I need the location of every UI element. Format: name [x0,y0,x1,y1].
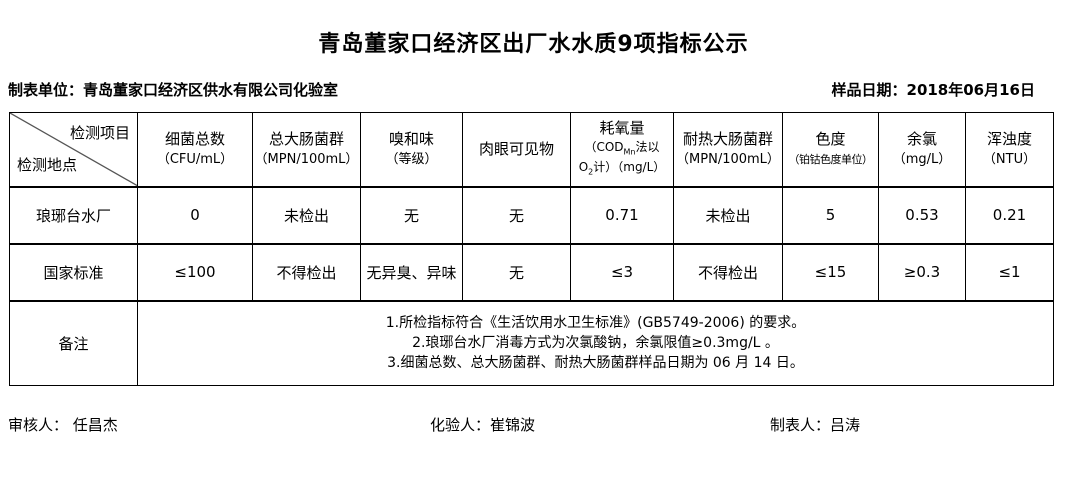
producer-unit-label: 制表单位：青岛董家口经济区供水有限公司化验室 [8,81,339,99]
cell-value: 不得检出 [252,243,361,301]
page-title: 青岛董家口经济区出厂水水质9项指标公示 [318,32,749,57]
cell-value: ≤1 [965,243,1054,301]
remark-content: 1.所检指标符合《生活饮用水卫生标准》(GB5749-2006) 的要求。 2.… [137,300,1054,386]
col-header-visible-matter: 肉眼可见物 [462,112,571,187]
corner-label-items: 检测项目 [69,124,130,142]
corner-label-sites: 检测地点 [17,155,78,174]
table-header-row: 检测项目 检测地点 细菌总数 （CFU/mL） 总大肠菌群 （MPN/100mL… [9,112,1054,187]
tester-label: 化验人：崔锦波 [430,416,536,434]
cell-value: 0 [137,186,253,244]
cell-value: ≤15 [782,243,879,301]
cell-value: 0.21 [965,186,1054,244]
cell-value: 无 [462,243,571,301]
cell-value: 0.53 [878,186,966,244]
preparer-label: 制表人：吕涛 [770,416,861,434]
col-header-oxygen-consumption: 耗氧量 （CODMn法以 O2计）（mg/L） [570,112,674,187]
cell-value: 5 [782,186,879,244]
col-header-turbidity: 浑浊度 （NTU） [965,112,1054,187]
col-header-total-coliform: 总大肠菌群 （MPN/100mL） [252,112,361,187]
col-header-chroma: 色度 （铂钴色度单位） [782,112,879,187]
cell-value: ≥0.3 [878,243,966,301]
cell-value: ≤3 [570,243,674,301]
cell-value: 无 [360,186,463,244]
row-label: 国家标准 [9,243,138,301]
cell-value: 未检出 [673,186,783,244]
cell-value: 无 [462,186,571,244]
remark-line: 2.琅琊台水厂消毒方式为次氯酸钠，余氯限值≥0.3mg/L 。 [412,335,779,352]
remark-line: 3.细菌总数、总大肠菌群、耐热大肠菌群样品日期为 06 月 14 日。 [387,355,804,372]
col-header-heat-resistant-coliform: 耐热大肠菌群 （MPN/100mL） [673,112,783,187]
table-row-remark: 备注 1.所检指标符合《生活饮用水卫生标准》(GB5749-2006) 的要求。… [9,300,1054,386]
cell-value: 无异臭、异味 [360,243,463,301]
reviewer-label: 审核人： 任昌杰 [8,416,118,434]
cell-value: 0.71 [570,186,674,244]
water-quality-table: 检测项目 检测地点 细菌总数 （CFU/mL） 总大肠菌群 （MPN/100mL… [9,112,1054,386]
col-header-bacteria: 细菌总数 （CFU/mL） [137,112,253,187]
col-header-residual-chlorine: 余氯 （mg/L） [878,112,966,187]
remark-line: 1.所检指标符合《生活饮用水卫生标准》(GB5749-2006) 的要求。 [385,315,806,332]
col-header-odor-taste: 嗅和味 （等级） [360,112,463,187]
cell-value: 未检出 [252,186,361,244]
row-label: 琅琊台水厂 [9,186,138,244]
cell-value: ≤100 [137,243,253,301]
diagonal-corner-cell: 检测项目 检测地点 [9,112,138,187]
table-row-national-standard: 国家标准 ≤100 不得检出 无异臭、异味 无 ≤3 不得检出 ≤15 ≥0.3… [9,243,1054,301]
diagonal-line [10,113,137,186]
cell-value: 不得检出 [673,243,783,301]
meta-row: 制表单位：青岛董家口经济区供水有限公司化验室 样品日期：2018年06月16日 [8,79,1035,100]
table-row-langyatai: 琅琊台水厂 0 未检出 无 无 0.71 未检出 5 0.53 0.21 [9,186,1054,244]
sample-date-label: 样品日期：2018年06月16日 [831,81,1036,99]
remark-label: 备注 [9,300,138,386]
